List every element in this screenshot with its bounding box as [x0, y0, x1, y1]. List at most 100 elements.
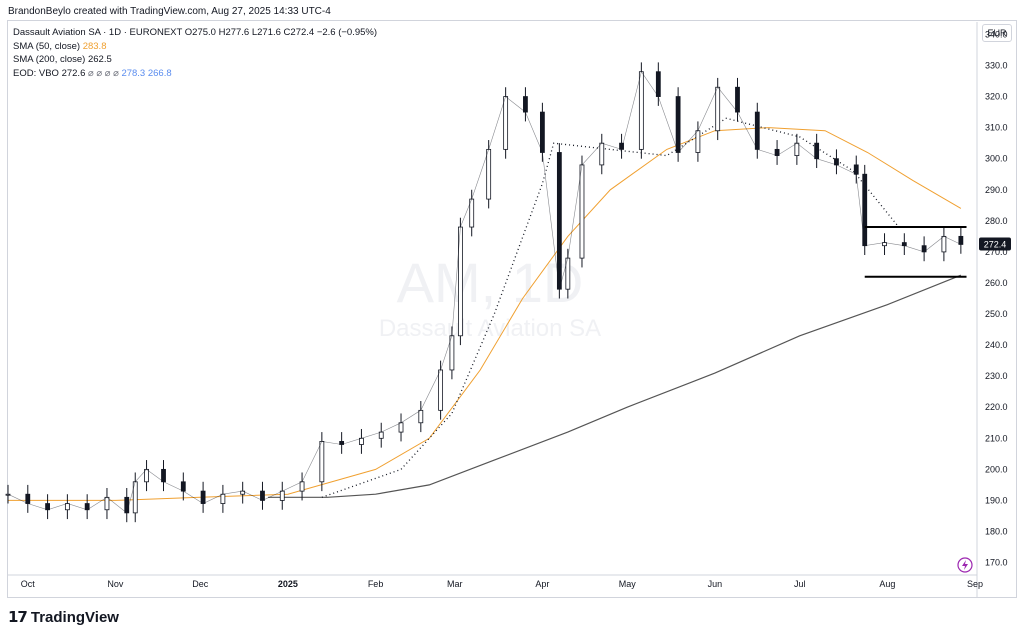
svg-text:272.4: 272.4 — [984, 239, 1007, 249]
price-series — [5, 62, 964, 523]
candle-body — [853, 164, 859, 175]
candle-body — [25, 493, 31, 504]
x-tick-label: Oct — [21, 579, 36, 589]
y-tick-label: 200.0 — [985, 464, 1008, 474]
sma200-line — [268, 274, 962, 498]
sma50-label: SMA (50, close) — [13, 40, 81, 52]
tradingview-brand: TradingView — [30, 608, 119, 626]
y-tick-label: 320.0 — [985, 92, 1008, 102]
last-price-marker: 272.4 — [979, 237, 1011, 251]
symbol-label: Dassault Aviation SA · 1D · EURONEXT — [13, 27, 183, 38]
sma200-value: 262.5 — [87, 54, 112, 65]
currency-button[interactable]: EUR — [982, 24, 1012, 42]
sma200-label: SMA (200, close) — [13, 54, 86, 65]
chart-credit: BrandonBeylo created with TradingView.co… — [8, 6, 331, 17]
vbo-upper-value: 278.3 — [121, 67, 146, 79]
sma50-line — [8, 127, 962, 501]
watermark-ticker: AM, 1D — [397, 251, 584, 314]
candle-body — [220, 493, 226, 504]
candle-body — [814, 142, 820, 160]
y-tick-label: 240.0 — [985, 340, 1008, 350]
x-tick-label: May — [619, 579, 637, 589]
candle-body — [794, 142, 800, 156]
candle-body — [161, 468, 166, 483]
candle-body — [279, 490, 285, 501]
candle-body — [579, 164, 585, 259]
candle-body — [556, 152, 562, 290]
candle-body — [200, 490, 206, 504]
candle-body — [638, 71, 644, 150]
time-axis: Oct Nov Dec 2025 Feb Mar Apr May Jun Jul Aug Sep — [8, 574, 983, 589]
candle-body — [958, 235, 964, 245]
watermark-name: Dassault Aviation SA — [379, 315, 601, 342]
candle-body — [124, 496, 130, 514]
x-tick-label: 2025 — [278, 579, 298, 589]
y-tick-label: 170.0 — [985, 558, 1008, 568]
sma-lines — [8, 117, 962, 501]
candle-body — [438, 369, 444, 411]
y-tick-label: 310.0 — [985, 123, 1008, 133]
y-tick-label: 190.0 — [985, 495, 1008, 505]
vbo-label: EOD: VBO — [13, 67, 59, 79]
candle-body — [45, 503, 50, 511]
y-tick-label: 340.0 — [985, 29, 1008, 39]
candle-body — [418, 409, 424, 424]
x-tick-label: Sep — [967, 579, 983, 589]
y-tick-label: 300.0 — [985, 154, 1008, 164]
ohlc-values: O275.0 H277.6 L271.6 C272.4 −2.6 (−0.95%… — [184, 27, 378, 38]
candle-body — [299, 481, 305, 492]
candle-body — [834, 158, 839, 166]
candle-body — [180, 481, 186, 492]
vbo-value: 272.6 — [61, 67, 86, 79]
candle-body — [539, 111, 545, 153]
y-tick-label: 230.0 — [985, 371, 1008, 381]
candle-body — [941, 235, 947, 253]
candle-body — [260, 490, 265, 501]
trailing-stop-line — [321, 117, 900, 498]
chart-legend: Dassault Aviation SA · 1D · EURONEXT O27… — [13, 26, 377, 80]
candle-body — [319, 441, 325, 483]
candle-body — [695, 130, 701, 153]
close-path — [7, 70, 962, 514]
y-tick-label: 220.0 — [985, 402, 1008, 412]
x-tick-label: Nov — [107, 579, 124, 589]
candle-body — [599, 142, 605, 166]
trading-range-box — [864, 226, 967, 278]
legend-symbol-row[interactable]: Dassault Aviation SA · 1D · EURONEXT O27… — [13, 26, 377, 40]
legend-vbo-row[interactable]: EOD: VBO 272.6 ⌀ ⌀ ⌀ ⌀ 278.3 266.8 — [13, 67, 377, 81]
y-tick-label: 270.0 — [985, 247, 1008, 257]
x-tick-label: Jun — [708, 579, 723, 589]
y-tick-label: 330.0 — [985, 60, 1008, 70]
legend-sma200-row[interactable]: SMA (200, close) 262.5 — [13, 53, 377, 67]
x-tick-label: Feb — [368, 579, 384, 589]
y-tick-label: 260.0 — [985, 278, 1008, 288]
x-tick-label: Aug — [879, 579, 895, 589]
candle-body — [754, 111, 760, 150]
sma50-value: 283.8 — [82, 40, 107, 52]
x-tick-label: Apr — [535, 579, 549, 589]
y-tick-label: 290.0 — [985, 185, 1008, 195]
x-tick-label: Dec — [192, 579, 209, 589]
y-tick-label: 280.0 — [985, 216, 1008, 226]
y-tick-label: 180.0 — [985, 527, 1008, 537]
lightning-icon[interactable] — [957, 557, 973, 573]
candle-body — [655, 71, 661, 97]
x-tick-label: Jul — [794, 579, 806, 589]
y-tick-label: 250.0 — [985, 309, 1008, 319]
y-tick-label: 210.0 — [985, 433, 1008, 443]
candle-body — [715, 86, 721, 132]
tradingview-logo[interactable]: 𝟭𝟳 TradingView — [8, 608, 119, 627]
candle-body — [503, 96, 509, 150]
x-tick-label: Mar — [447, 579, 463, 589]
candle-body — [359, 437, 364, 445]
price-axis: 170.0 180.0 190.0 200.0 210.0 220.0 230.0 240.0… — [976, 22, 1008, 598]
candle-body — [735, 86, 740, 113]
legend-sma50-row[interactable]: SMA (50, close) 283.8 — [13, 40, 377, 54]
vbo-lower-value: 266.8 — [147, 67, 172, 79]
candle-body — [64, 503, 70, 511]
chart-frame — [7, 20, 1017, 598]
candle-body — [523, 96, 528, 113]
candle-body — [378, 431, 384, 439]
candle-body — [486, 148, 492, 200]
